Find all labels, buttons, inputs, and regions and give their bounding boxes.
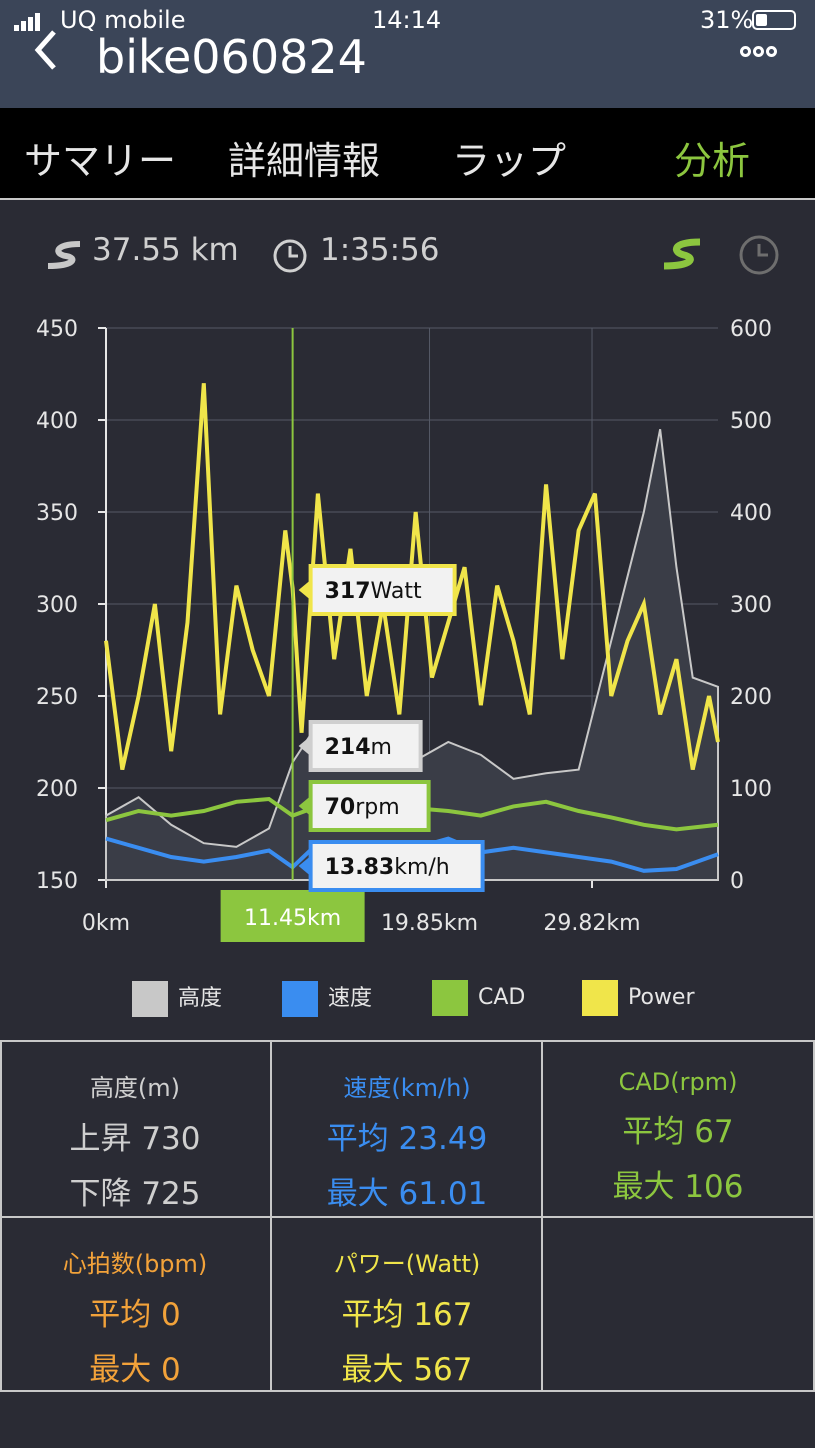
legend-item-speed: 速度 [282, 980, 372, 1017]
stat-power: パワー(Watt) 平均 167 最大 567 [272, 1218, 542, 1390]
total-distance: 37.55 km [92, 232, 239, 268]
y-right-tick-label: 300 [730, 593, 772, 618]
y-left-tick-label: 300 [36, 593, 78, 618]
status-bar: UQ mobile 14:14 31% [0, 0, 815, 40]
road-icon [47, 241, 81, 269]
stat-header: 高度(m) [89, 1074, 181, 1102]
y-right-tick-label: 600 [730, 317, 772, 342]
y-left-tick-label: 150 [36, 869, 78, 894]
x-tick-label: 19.85km [381, 911, 478, 936]
carrier-label: UQ mobile [60, 6, 186, 34]
stat-cadence: CAD(rpm) 平均 67 最大 106 [543, 1042, 813, 1216]
tab-bar: サマリー 詳細情報 ラップ 分析 [0, 108, 815, 200]
more-dots-icon [740, 46, 751, 57]
tooltip-box [308, 780, 431, 832]
tab-laps[interactable]: ラップ [452, 139, 567, 183]
analysis-chart[interactable]: 450 600 400 500 350 400 300 300 250 200 200 100 150 0… [0, 300, 815, 960]
stat-line: 平均 23.49 [326, 1121, 488, 1157]
summary-row: 37.55 km 1:35:56 [0, 232, 815, 282]
tooltip-pointer [298, 796, 311, 816]
stat-elevation: 高度(m) 上昇 730 下降 725 [0, 1042, 270, 1216]
y-right-tick-label: 0 [730, 869, 744, 894]
tooltip-pointer [298, 580, 311, 600]
stat-header: パワー(Watt) [333, 1250, 481, 1278]
stat-speed: 速度(km/h) 平均 23.49 最大 61.01 [272, 1042, 542, 1216]
navigation-bar: bike060824 [0, 30, 815, 108]
tooltip-box [308, 564, 457, 616]
tooltip-pointer [298, 736, 311, 756]
stat-header: CAD(rpm) [618, 1068, 738, 1096]
tooltip-pointer [298, 856, 311, 876]
tooltip-text: 13.83km/h [325, 855, 450, 880]
tab-summary[interactable]: サマリー [24, 139, 177, 183]
legend-item-power: Power [582, 980, 695, 1016]
stat-line: 下降 725 [69, 1176, 201, 1212]
back-button[interactable] [32, 28, 60, 83]
stat-line: 最大 567 [341, 1352, 473, 1388]
y-left-tick-label: 450 [36, 317, 78, 342]
y-left-tick-label: 200 [36, 777, 78, 802]
battery-icon [752, 10, 796, 30]
clock-icon [273, 239, 307, 273]
total-duration: 1:35:56 [320, 232, 440, 268]
more-button[interactable] [740, 42, 779, 61]
chevron-left-icon [34, 30, 56, 70]
y-right-tick-label: 500 [730, 409, 772, 434]
y-right-tick-label: 200 [730, 685, 772, 710]
legend-item-elevation: 高度 [132, 980, 222, 1017]
cursor-label: 11.45km [244, 906, 341, 931]
x-tick-label: 0km [82, 911, 130, 936]
y-left-tick-label: 250 [36, 685, 78, 710]
tooltip-text: 214m [325, 735, 392, 760]
stat-line: 最大 0 [89, 1352, 181, 1388]
tab-details[interactable]: 詳細情報 [228, 139, 381, 183]
clock-time: 14:14 [372, 6, 442, 34]
y-left-tick-label: 400 [36, 409, 78, 434]
distance-axis-toggle-icon[interactable] [660, 238, 704, 270]
stat-line: 上昇 730 [69, 1121, 201, 1157]
stat-header: 速度(km/h) [343, 1074, 471, 1102]
y-right-tick-label: 100 [730, 777, 772, 802]
stat-line: 平均 67 [622, 1114, 734, 1150]
battery-percent: 31% [700, 6, 754, 34]
stat-header: 心拍数(bpm) [62, 1250, 208, 1278]
stat-line: 最大 61.01 [326, 1176, 488, 1212]
signal-icon [14, 12, 42, 31]
time-axis-toggle-icon[interactable] [738, 234, 780, 276]
stats-grid: 高度(m) 上昇 730 下降 725 速度(km/h) 平均 23.49 最大… [0, 1040, 815, 1392]
y-left-tick-label: 350 [36, 501, 78, 526]
y-right-tick-label: 400 [730, 501, 772, 526]
x-tick-label: 29.82km [543, 911, 640, 936]
tooltip-text: 317Watt [325, 579, 422, 604]
tab-analysis[interactable]: 分析 [674, 139, 751, 183]
stat-heartrate: 心拍数(bpm) 平均 0 最大 0 [0, 1218, 270, 1390]
stat-line: 最大 106 [612, 1169, 744, 1205]
page-title: bike060824 [96, 30, 367, 84]
tooltip-text: 70rpm [325, 795, 400, 820]
stat-line: 平均 167 [341, 1297, 473, 1333]
stat-line: 平均 0 [89, 1297, 181, 1333]
legend-item-cadence: CAD [432, 980, 525, 1016]
cursor-label-box [220, 890, 365, 942]
